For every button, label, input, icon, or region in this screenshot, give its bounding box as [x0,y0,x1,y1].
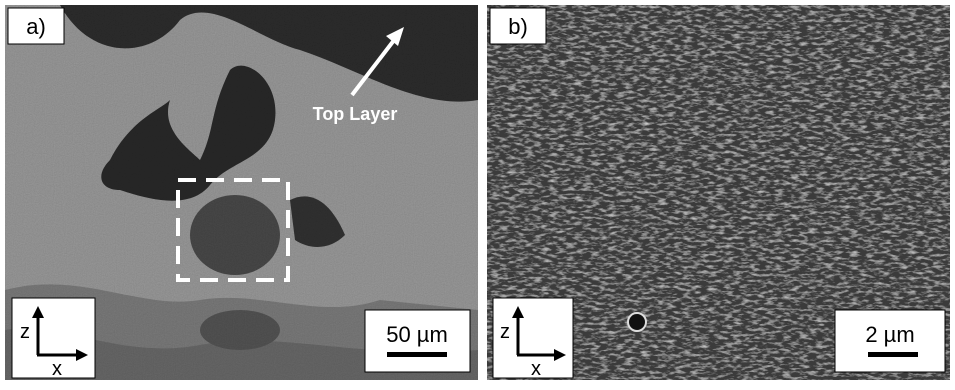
page: Top Layer a) z x 50 µm b) z x 2 µm (() =… [0,0,955,385]
axis-label: x [52,358,62,380]
axis-label: z [500,321,510,343]
panel-label: a) [26,14,46,39]
annotation: Top Layer [313,104,398,124]
scale-label: 2 µm [865,322,914,347]
scale-bar [868,352,918,357]
panel-label: b) [508,14,528,39]
figure: Top Layer a) z x 50 µm b) z x 2 µm [0,0,955,385]
axis-label: x [531,358,541,380]
axis-label: z [20,321,30,343]
scale-label: 50 µm [386,322,448,347]
scale-bar [387,352,447,357]
pore [628,313,646,331]
